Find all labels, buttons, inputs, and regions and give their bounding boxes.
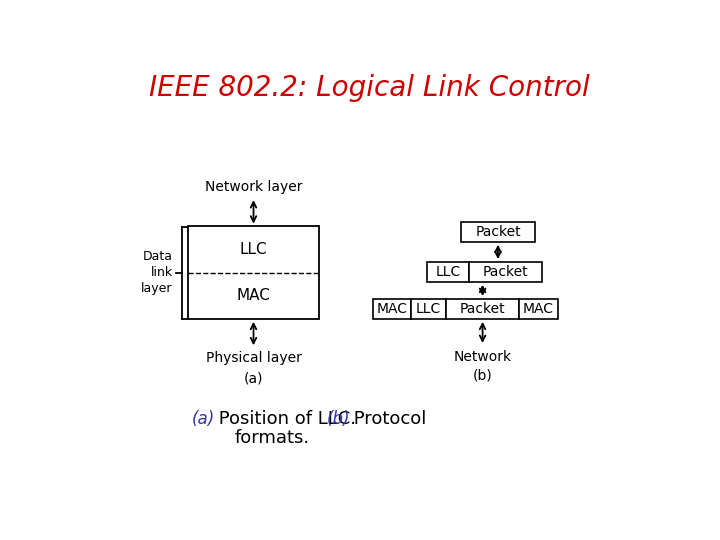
Text: Data
link
layer: Data link layer — [141, 250, 173, 295]
Bar — [462, 222, 534, 242]
Text: Packet: Packet — [460, 302, 505, 316]
Text: MAC: MAC — [377, 302, 408, 316]
Bar — [519, 299, 558, 319]
Text: MAC: MAC — [523, 302, 554, 316]
Text: LLC: LLC — [240, 242, 267, 257]
Text: Protocol: Protocol — [348, 410, 426, 428]
Text: LLC: LLC — [436, 265, 461, 279]
Bar — [411, 299, 446, 319]
Text: Physical layer: Physical layer — [206, 351, 302, 365]
Text: (b): (b) — [473, 369, 492, 383]
Text: Network: Network — [454, 350, 512, 364]
Text: Packet: Packet — [483, 265, 528, 279]
Bar — [427, 262, 469, 282]
Text: MAC: MAC — [237, 288, 271, 303]
Text: (a): (a) — [244, 372, 264, 385]
Text: Packet: Packet — [475, 225, 521, 239]
Bar — [469, 262, 542, 282]
Text: IEEE 802.2: Logical Link Control: IEEE 802.2: Logical Link Control — [148, 74, 590, 102]
Text: LLC: LLC — [416, 302, 441, 316]
Bar — [373, 299, 411, 319]
Text: (b): (b) — [327, 410, 350, 428]
Text: Position of LLC.: Position of LLC. — [213, 410, 362, 428]
Bar — [446, 299, 519, 319]
Bar — [188, 226, 319, 319]
Text: (a): (a) — [192, 410, 215, 428]
Text: Network layer: Network layer — [204, 180, 302, 194]
Text: formats.: formats. — [234, 429, 310, 447]
